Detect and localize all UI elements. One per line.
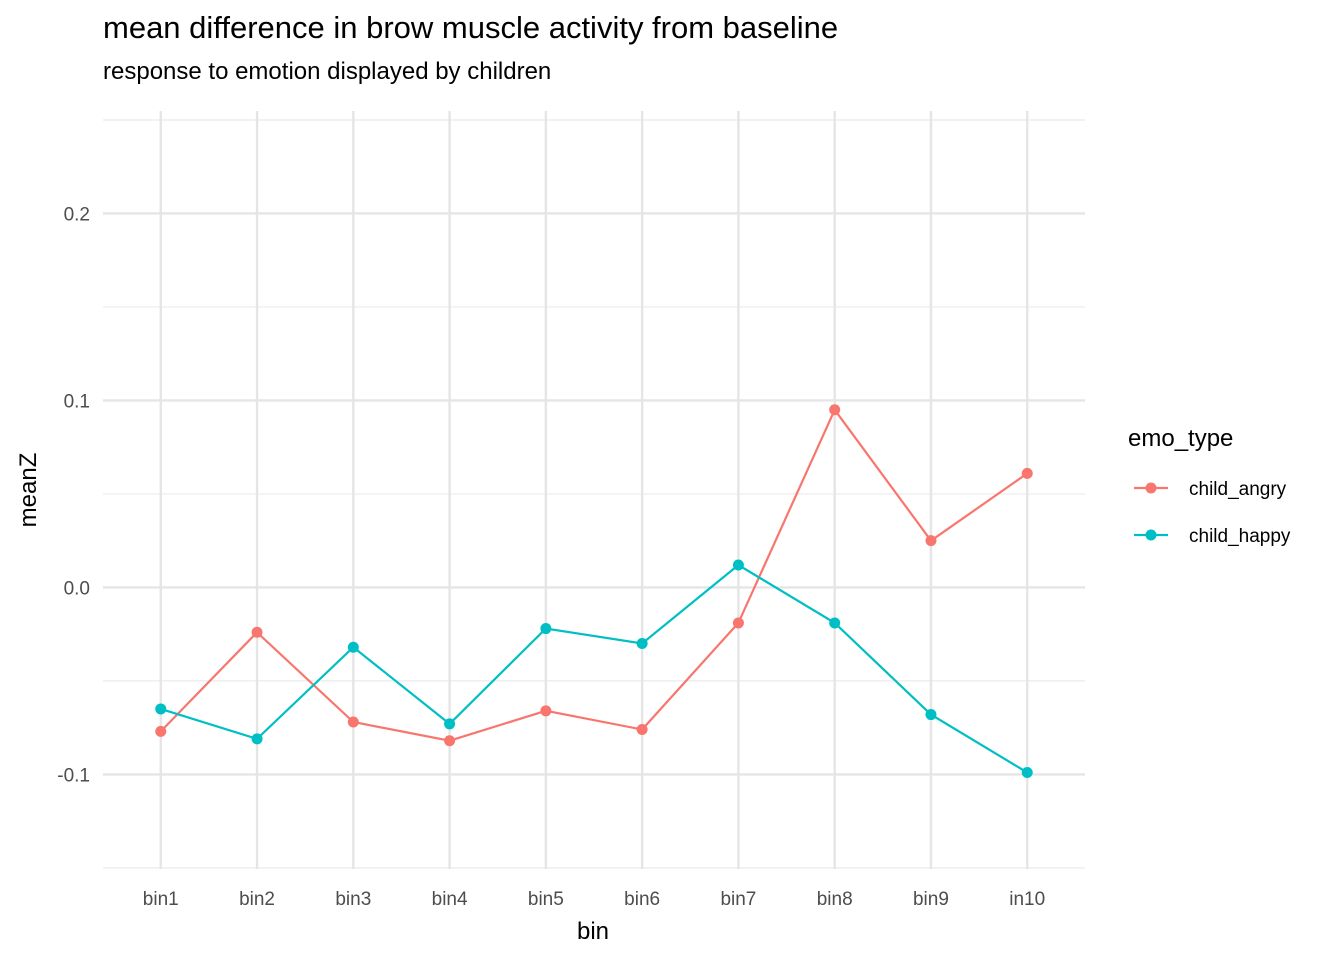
data-point-child_angry <box>155 725 167 737</box>
data-point-child_happy <box>925 709 937 721</box>
legend: emo_type child_angry child_happy <box>1128 425 1291 547</box>
x-tick-label: bin7 <box>720 889 756 910</box>
y-tick-label: 0.0 <box>64 578 90 599</box>
x-tick-label: bin2 <box>239 889 275 910</box>
data-point-child_happy <box>1021 767 1033 779</box>
data-point-child_angry <box>925 535 937 547</box>
x-tick-label: bin9 <box>913 889 949 910</box>
x-tick-label: bin5 <box>528 889 564 910</box>
data-point-child_angry <box>1021 467 1033 479</box>
legend-key-point <box>1145 529 1157 541</box>
x-tick-label: in10 <box>1009 889 1045 910</box>
x-tick-label: bin6 <box>624 889 660 910</box>
y-tick-label: 0.1 <box>64 391 90 412</box>
x-axis-ticks: bin1 bin2 bin3 bin4 bin5 bin6 bin7 bin8 bin9 in10 <box>143 889 1045 910</box>
data-point-child_happy <box>251 733 263 745</box>
data-point-child_happy <box>829 617 841 629</box>
series-line-child_happy <box>160 563 1028 774</box>
data-point-child_angry <box>732 617 744 629</box>
data-point-child_happy <box>444 718 456 730</box>
series-layer <box>155 404 1033 779</box>
data-point-child_happy <box>636 638 648 650</box>
x-tick-label: bin4 <box>432 889 468 910</box>
chart-title: mean difference in brow muscle activity … <box>103 10 839 45</box>
x-tick-label: bin1 <box>143 889 179 910</box>
data-point-child_angry <box>540 705 552 717</box>
data-point-child_angry <box>444 735 456 747</box>
data-point-child_happy <box>155 703 167 715</box>
y-axis-title: meanZ <box>15 453 42 528</box>
series-line-child_angry <box>160 407 1028 742</box>
data-point-child_happy <box>540 623 552 635</box>
y-tick-label: -0.1 <box>57 765 90 786</box>
legend-key-point <box>1145 482 1157 494</box>
x-axis-title: bin <box>577 918 609 945</box>
x-tick-label: bin3 <box>335 889 371 910</box>
data-point-child_happy <box>347 641 359 653</box>
x-tick-label: bin8 <box>817 889 853 910</box>
y-axis-ticks: -0.1 0.0 0.1 0.2 <box>57 204 90 786</box>
data-point-child_angry <box>347 716 359 728</box>
chart-subtitle: response to emotion displayed by childre… <box>103 58 552 85</box>
y-tick-label: 0.2 <box>64 204 90 225</box>
legend-label: child_angry <box>1189 479 1287 500</box>
legend-title: emo_type <box>1128 425 1233 452</box>
legend-label: child_happy <box>1189 526 1291 547</box>
data-point-child_angry <box>829 404 841 416</box>
data-point-child_angry <box>251 626 263 638</box>
data-point-child_happy <box>732 559 744 571</box>
grid-lines <box>103 111 1085 869</box>
data-point-child_angry <box>636 724 648 736</box>
